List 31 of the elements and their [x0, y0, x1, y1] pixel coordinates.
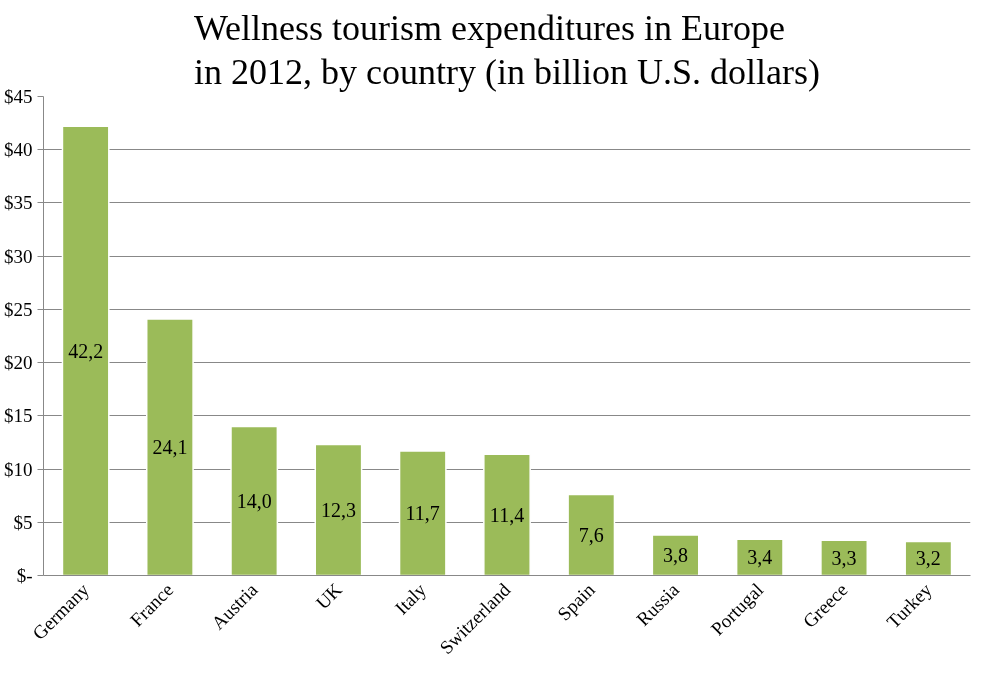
data-label: 3,2 — [915, 547, 941, 570]
data-label: 7,6 — [578, 524, 604, 547]
data-label: 14,0 — [236, 489, 272, 512]
x-tick-label: UK — [311, 578, 347, 614]
y-tick-label: $40 — [4, 139, 33, 161]
bar — [483, 453, 531, 576]
y-tick-label: $25 — [4, 298, 33, 320]
data-label: 3,4 — [747, 546, 773, 569]
y-tick-label: $10 — [4, 458, 33, 480]
bar — [314, 443, 363, 576]
y-tick-label: $45 — [4, 86, 33, 107]
y-tick-label: $30 — [4, 245, 33, 267]
data-label: 42,2 — [68, 339, 104, 362]
y-tick-label: $- — [16, 565, 33, 586]
data-label: 12,3 — [320, 499, 356, 522]
data-label: 11,4 — [489, 503, 525, 526]
bar — [567, 493, 616, 576]
bar — [230, 425, 279, 576]
y-tick-label: $5 — [13, 511, 33, 533]
y-tick-label: $20 — [4, 352, 33, 374]
chart-title: Wellness tourism expenditures in Europe in 2012, by country (in billion U.S. dollars) — [194, 7, 820, 92]
data-label: 11,7 — [405, 502, 440, 525]
data-label: 24,1 — [152, 436, 188, 459]
data-label: 3,8 — [663, 544, 689, 567]
bar — [398, 450, 447, 576]
y-tick-label: $35 — [4, 192, 33, 214]
bar — [61, 125, 110, 576]
bar — [145, 318, 194, 576]
data-label: 3,3 — [831, 546, 857, 569]
y-tick-label: $15 — [4, 405, 33, 427]
x-tick-label: Italy — [390, 578, 431, 619]
